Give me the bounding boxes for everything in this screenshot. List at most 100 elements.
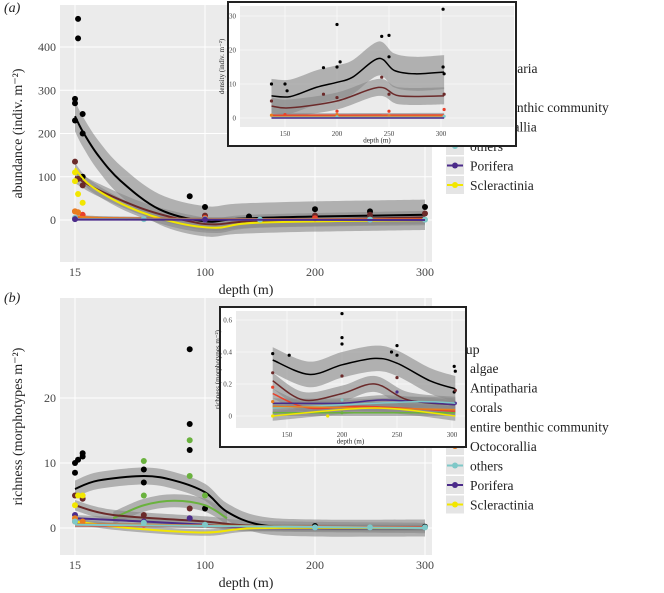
x-tick-label: 150: [282, 431, 293, 439]
x-tick-label: 15: [69, 265, 81, 279]
data-point-entire-benthic-community: [387, 55, 391, 59]
y-tick-label: 0: [229, 412, 233, 420]
data-point-Scleractinia: [72, 502, 78, 509]
data-point-Scleractinia: [75, 191, 82, 198]
y-tick-label: 0: [50, 521, 56, 535]
data-point-algae: [140, 492, 147, 499]
data-point-entire-benthic-community: [387, 33, 391, 37]
legend-point: [452, 182, 458, 188]
legend-label: Antipatharia: [470, 381, 537, 396]
legend-label: Scleractinia: [470, 178, 534, 193]
data-point-entire-benthic-community: [395, 353, 399, 357]
legend-item: Scleractinia: [446, 495, 534, 514]
data-point-entire-benthic-community: [140, 479, 147, 486]
data-point-entire-benthic-community: [285, 89, 289, 93]
data-point-corals: [335, 96, 339, 100]
data-point-entire-benthic-community: [287, 353, 291, 357]
trend-line-entire-benthic-community: [271, 57, 445, 98]
data-point-Scleractinia: [72, 178, 78, 185]
legend-item: Scleractinia: [446, 176, 534, 194]
data-point-entire-benthic-community: [72, 95, 78, 102]
data-point-entire-benthic-community: [202, 204, 208, 211]
x-tick-label: 300: [436, 130, 447, 138]
data-point-Antipatharia: [442, 107, 446, 112]
data-point-corals: [395, 376, 399, 380]
legend-label: Octocorallia: [470, 439, 537, 454]
data-point-entire-benthic-community: [340, 312, 344, 316]
data-point-entire-benthic-community: [75, 35, 82, 42]
y-tick-label: 20: [229, 46, 237, 54]
data-point-corals: [72, 158, 78, 165]
data-point-Porifera: [186, 515, 193, 522]
panel-label: (a): [4, 1, 21, 16]
data-point-corals: [140, 512, 147, 518]
data-point-others: [140, 519, 147, 526]
data-point-entire-benthic-community: [140, 466, 147, 473]
x-tick-label: 100: [196, 265, 214, 279]
data-point-entire-benthic-community: [340, 336, 344, 340]
data-point-corals: [380, 75, 384, 79]
y-axis-title: richness (morphotypes m⁻²): [11, 347, 26, 505]
data-point-entire-benthic-community: [72, 100, 78, 107]
data-point-Octocorallia: [79, 518, 86, 525]
data-point-corals: [387, 92, 391, 96]
data-point-entire-benthic-community: [338, 60, 342, 64]
data-point-algae: [202, 492, 208, 499]
trend-line-Scleractinia: [74, 167, 426, 229]
y-tick-label: 20: [44, 391, 56, 405]
confidence-band-entire-benthic-community: [75, 101, 425, 237]
confidence-band-algae: [113, 494, 227, 525]
legend-point: [452, 501, 458, 508]
trend-line-algae: [112, 499, 228, 520]
data-point-entire-benthic-community: [453, 369, 457, 373]
legend-label: Scleractinia: [470, 498, 534, 513]
data-point-algae: [186, 437, 193, 444]
y-tick-label: 0.6: [223, 316, 232, 324]
data-point-entire-benthic-community: [186, 421, 193, 427]
data-point-Porifera: [72, 216, 78, 223]
legend-item: Porifera: [446, 156, 513, 175]
legend-point: [452, 162, 458, 169]
data-point-Scleractinia: [75, 492, 82, 499]
legend-label: Porifera: [470, 478, 513, 493]
data-point-Porifera: [395, 390, 399, 394]
legend-label: algae: [470, 361, 498, 376]
data-point-entire-benthic-community: [321, 66, 326, 70]
data-point-Octocorallia: [271, 400, 275, 404]
x-tick-label: 200: [332, 130, 343, 138]
data-point-Scleractinia: [326, 414, 330, 418]
data-point-entire-benthic-community: [335, 22, 339, 27]
y-tick-label: 300: [38, 83, 56, 97]
x-tick-label: 150: [280, 130, 291, 138]
data-point-corals: [453, 388, 457, 392]
y-tick-label: 0: [233, 114, 237, 122]
data-point-entire-benthic-community: [452, 364, 456, 368]
data-point-entire-benthic-community: [283, 82, 287, 86]
data-point-entire-benthic-community: [441, 65, 445, 69]
y-tick-label: 0: [50, 213, 56, 227]
y-axis-title: abundance (indiv. m⁻²): [11, 68, 26, 198]
y-tick-label: 400: [38, 40, 56, 54]
data-point-entire-benthic-community: [340, 342, 344, 346]
legend-label: corals: [470, 400, 502, 415]
legend-label: Porifera: [470, 159, 513, 174]
data-point-entire-benthic-community: [269, 82, 274, 86]
data-point-entire-benthic-community: [186, 346, 193, 353]
confidence-band-entire-benthic-community: [75, 467, 425, 537]
legend-item: others: [446, 456, 503, 475]
x-tick-label: 200: [337, 431, 348, 439]
panel-label: (b): [4, 291, 21, 306]
data-point-corals: [367, 211, 373, 218]
y-tick-label: 30: [229, 12, 237, 20]
data-point-entire-benthic-community: [380, 34, 384, 39]
x-tick-label: 250: [384, 130, 395, 138]
data-point-Antipatharia: [387, 109, 391, 113]
legend-label: entire benthic community: [470, 420, 609, 435]
data-point-entire-benthic-community: [79, 111, 86, 118]
y-tick-label: 10: [44, 456, 56, 470]
data-point-corals: [340, 374, 344, 378]
y-tick-label: 100: [38, 170, 56, 184]
trend-line-Scleractinia: [272, 407, 456, 417]
